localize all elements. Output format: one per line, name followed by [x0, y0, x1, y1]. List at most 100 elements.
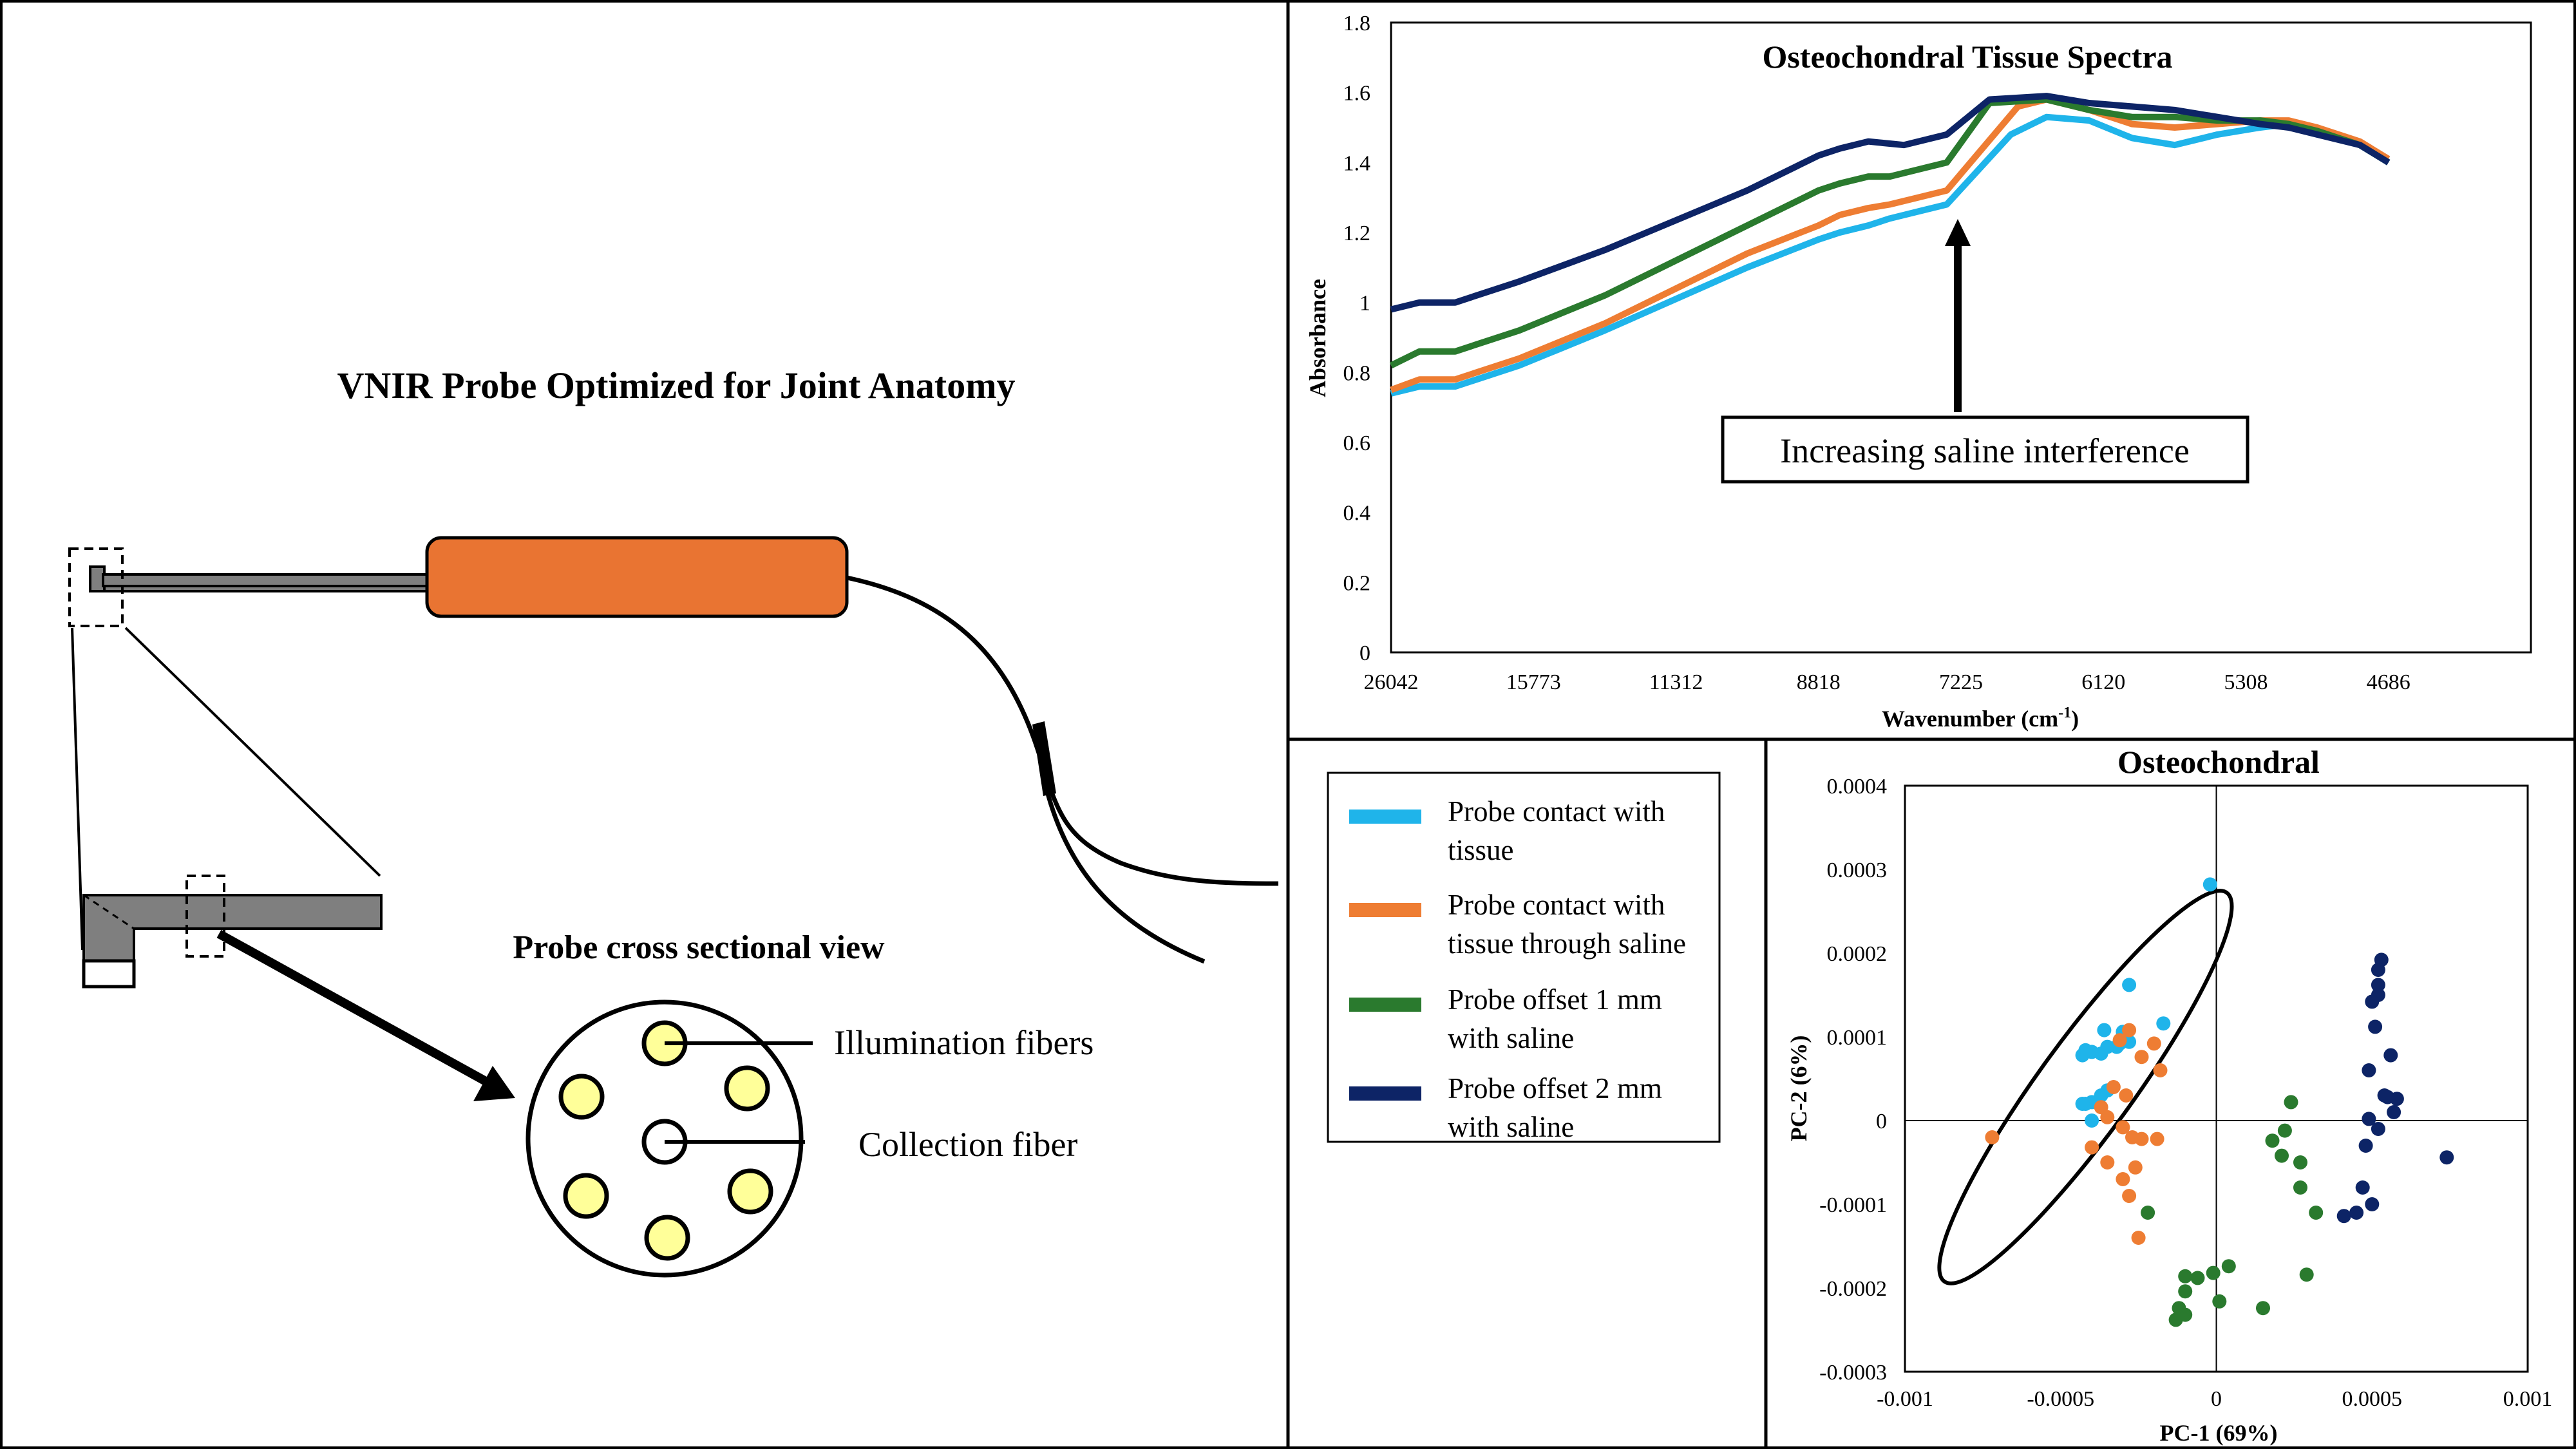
spectra-y-tick-label: 0 [1359, 641, 1370, 665]
spectra-x-tick-label: 4686 [2367, 670, 2410, 694]
spectra-y-tick-label: 1.2 [1343, 222, 1371, 245]
pca-ellipse-group [1937, 889, 2234, 1285]
illumination-fibers-label: Illumination fibers [834, 1023, 1094, 1062]
spectra-y-tick-label: 1.4 [1343, 151, 1371, 175]
pca-title: Osteochondral [2117, 744, 2320, 780]
pca-point [2265, 1133, 2280, 1148]
pca-x-tick-label: -0.001 [1877, 1387, 1933, 1411]
cable-connector [1032, 721, 1056, 796]
pca-x-tick-label: 0 [2211, 1387, 2222, 1411]
pca-y-tick-label: -0.0003 [1819, 1361, 1887, 1385]
pca-point [2371, 978, 2385, 992]
spectra-x-tick-label: 8818 [1797, 670, 1841, 694]
spectra-x-axis-label: Wavenumber (cm-1) [1882, 705, 2079, 732]
probe-panel-title: VNIR Probe Optimized for Joint Anatomy [337, 365, 1015, 406]
pca-y-tick-label: -0.0001 [1819, 1193, 1887, 1217]
pca-x-tick-label: -0.0005 [2027, 1387, 2094, 1411]
cross-section-arrow-head [473, 1066, 515, 1101]
pca-point [2389, 1092, 2404, 1106]
pca-point [2293, 1155, 2307, 1170]
pca-point [2256, 1301, 2270, 1316]
legend-label-line2: tissue through saline [1448, 927, 1686, 960]
legend-label-line1: Probe contact with [1448, 795, 1665, 828]
collection-fiber-label: Collection fiber [858, 1125, 1077, 1164]
pca-point [2116, 1172, 2130, 1186]
enlarged-probe-tip [82, 894, 383, 962]
pca-point [2119, 1088, 2134, 1103]
legend-label-line2: with saline [1448, 1022, 1574, 1054]
pca-point [2206, 1265, 2221, 1280]
pca-point [2362, 1112, 2376, 1126]
pca-point [2100, 1155, 2115, 1170]
pca-x-tick-label: 0.001 [2503, 1387, 2553, 1411]
pca-y-tick-label: 0.0003 [1827, 858, 1888, 882]
pca-point [2122, 978, 2137, 992]
pca-point [2284, 1095, 2298, 1110]
spectra-x-axis: 26042 15773 11312 8818 7225 6120 5308 4686 [1364, 670, 2410, 694]
pca-point [2365, 1197, 2380, 1211]
pca-point [2362, 1063, 2376, 1077]
spectra-y-tick-label: 0.8 [1343, 361, 1371, 385]
annotation-text: Increasing saline interference [1780, 431, 2190, 470]
legend-label-line1: Probe offset 2 mm [1448, 1072, 1662, 1104]
pca-point [2075, 1097, 2090, 1111]
pca-point [2085, 1140, 2099, 1155]
pca-point [2212, 1294, 2227, 1309]
tip-bevel-line [83, 894, 135, 930]
probe-handle [425, 536, 849, 618]
illumination-fiber [727, 1168, 773, 1215]
pca-point [2293, 1180, 2307, 1195]
pca-y-tick-label: 0.0004 [1827, 775, 1888, 799]
enlarged-probe-window [82, 959, 136, 989]
illumination-fiber [724, 1065, 770, 1112]
pca-point [2371, 1122, 2385, 1136]
pca-point [2134, 1050, 2149, 1065]
spectra-y-tick-label: 1.6 [1343, 82, 1371, 106]
pca-point [2202, 877, 2217, 892]
pca-point [2277, 1123, 2292, 1138]
spectra-chart: Osteochondral Tissue Spectra 00.20.40.60… [1305, 12, 2532, 732]
spectra-y-tick-label: 0.4 [1343, 502, 1371, 526]
legend-swatch [1349, 1086, 1421, 1101]
pca-point [2275, 1148, 2289, 1163]
pca-point [2100, 1110, 2115, 1124]
pca-y-tick-label: -0.0002 [1819, 1277, 1887, 1301]
pca-point [2439, 1150, 2454, 1165]
pca-y-tick-label: 0.0002 [1827, 942, 1888, 966]
spectra-x-tick-label: 5308 [2224, 670, 2268, 694]
pca-point [2112, 1033, 2127, 1048]
pca-cluster-ellipse [1937, 889, 2234, 1285]
pca-point [2134, 1132, 2149, 1146]
spectra-y-axis: 0 0.2 0.4 0.6 0.8 1 1.2 1.4 1.6 1.8 [1343, 12, 1371, 665]
probe-cable [846, 575, 1279, 886]
spectra-series-line [1389, 96, 2391, 368]
illumination-fiber [644, 1215, 690, 1261]
pca-axes: -0.001 -0.0005 0 0.0005 0.001 -0.0003 -0.0002 -… [1819, 775, 2552, 1411]
legend-label-line2: with saline [1448, 1111, 1574, 1143]
pca-point [2141, 1206, 2155, 1220]
pca-point [2383, 1048, 2398, 1063]
pca-point [2146, 1036, 2161, 1051]
cross-section-arrow-shaft [216, 929, 495, 1090]
spectra-x-tick-label: 6120 [2081, 670, 2125, 694]
pca-x-axis-label: PC-1 (69%) [2160, 1420, 2278, 1446]
spectra-y-tick-label: 0.6 [1343, 431, 1371, 455]
pca-point [2122, 1189, 2137, 1203]
spectra-y-tick-label: 1 [1359, 292, 1370, 316]
pca-point [2368, 1019, 2383, 1034]
probe-shaft [102, 573, 430, 587]
x-axis-label-close: ) [2071, 706, 2079, 732]
legend-label-line1: Probe contact with [1448, 889, 1665, 921]
pca-point [2371, 963, 2385, 977]
spectra-x-tick-label: 26042 [1364, 670, 1419, 694]
x-axis-label-main: Wavenumber (cm [1882, 706, 2058, 732]
pca-point [2085, 1113, 2099, 1128]
legend: Probe contact with tissue Probe contact wi… [1327, 772, 1721, 1143]
pca-point [2128, 1160, 2143, 1175]
pca-point [1985, 1130, 2000, 1144]
pca-point [2097, 1023, 2112, 1037]
legend-swatch [1349, 903, 1421, 917]
legend-swatch [1349, 998, 1421, 1012]
pca-y-tick-label: 0 [1876, 1110, 1887, 1133]
